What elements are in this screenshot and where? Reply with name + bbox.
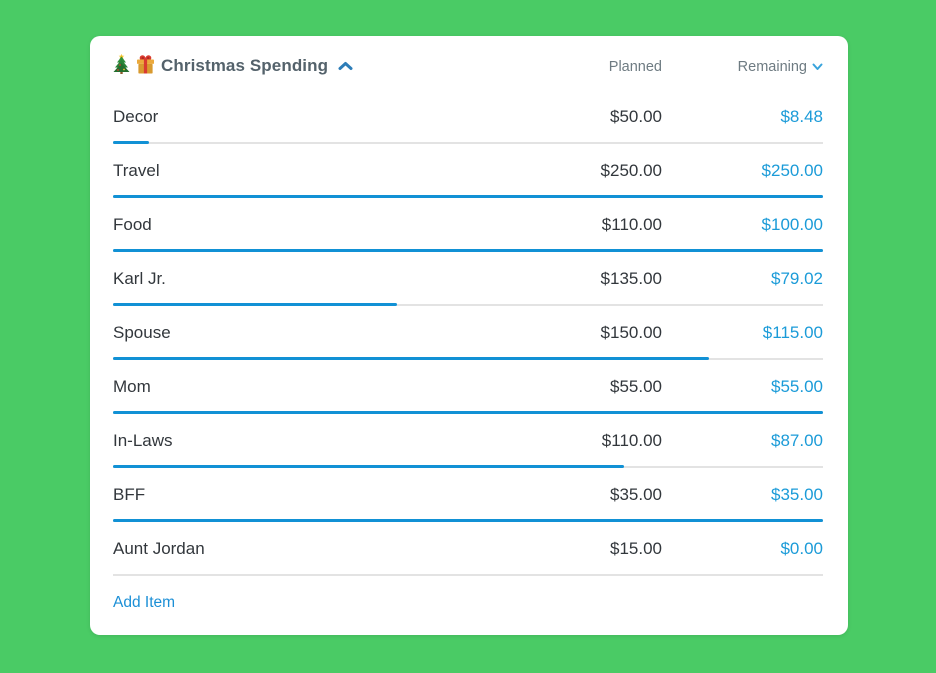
category-row[interactable]: Food $110.00 $100.00 bbox=[113, 199, 823, 253]
category-row[interactable]: Karl Jr. $135.00 $79.02 bbox=[113, 253, 823, 307]
category-name: Aunt Jordan bbox=[113, 538, 205, 558]
remaining-amount: $100.00 bbox=[761, 214, 823, 234]
category-row[interactable]: Decor $50.00 $8.48 bbox=[113, 91, 823, 145]
category-row[interactable]: Spouse $150.00 $115.00 bbox=[113, 307, 823, 361]
category-row[interactable]: BFF $35.00 $35.00 bbox=[113, 469, 823, 523]
category-name: Karl Jr. bbox=[113, 268, 166, 288]
category-row[interactable]: Travel $250.00 $250.00 bbox=[113, 145, 823, 199]
category-name: Travel bbox=[113, 160, 160, 180]
category-name: Mom bbox=[113, 376, 151, 396]
planned-amount: $35.00 bbox=[610, 484, 662, 504]
progress-bar-track bbox=[113, 304, 823, 306]
group-collapse-toggle[interactable]: Christmas Spending bbox=[113, 54, 353, 77]
remaining-amount: $115.00 bbox=[762, 322, 823, 342]
progress-bar-fill bbox=[113, 249, 823, 252]
remaining-column-label: Remaining bbox=[737, 58, 807, 75]
progress-bar bbox=[113, 573, 823, 576]
progress-bar bbox=[113, 411, 823, 414]
remaining-amount: $0.00 bbox=[780, 538, 823, 558]
progress-bar-fill bbox=[113, 357, 710, 360]
progress-bar-track bbox=[113, 142, 823, 144]
planned-amount: $110.00 bbox=[601, 430, 662, 450]
category-row[interactable]: Mom $55.00 $55.00 bbox=[113, 361, 823, 415]
planned-amount: $150.00 bbox=[600, 322, 662, 342]
planned-amount: $55.00 bbox=[610, 376, 662, 396]
planned-amount: $50.00 bbox=[610, 106, 662, 126]
add-item-button[interactable]: Add Item bbox=[113, 594, 176, 611]
progress-bar bbox=[113, 249, 823, 252]
remaining-amount: $87.00 bbox=[771, 430, 823, 450]
category-group-card: Christmas Spending Planned Remaining bbox=[90, 36, 848, 635]
remaining-amount: $55.00 bbox=[771, 376, 823, 396]
progress-bar-fill bbox=[113, 141, 149, 144]
category-rows: Decor $50.00 $8.48 Travel $250.00 $250.0… bbox=[113, 91, 823, 577]
category-name: BFF bbox=[113, 484, 146, 504]
progress-bar-fill bbox=[113, 411, 823, 414]
progress-bar-track bbox=[113, 574, 823, 576]
category-name: Spouse bbox=[113, 322, 171, 342]
group-title: Christmas Spending bbox=[161, 55, 329, 75]
gift-icon bbox=[136, 54, 155, 77]
remaining-amount: $8.48 bbox=[780, 106, 823, 126]
category-name: In-Laws bbox=[113, 430, 173, 450]
progress-bar bbox=[113, 465, 823, 468]
progress-bar bbox=[113, 519, 823, 522]
planned-amount: $110.00 bbox=[601, 214, 662, 234]
chevron-down-icon bbox=[812, 59, 823, 75]
progress-bar-fill bbox=[113, 195, 823, 198]
category-row[interactable]: Aunt Jordan $15.00 $0.00 bbox=[113, 523, 823, 577]
chevron-up-icon bbox=[338, 59, 353, 74]
remaining-amount: $35.00 bbox=[771, 484, 823, 504]
progress-bar bbox=[113, 303, 823, 306]
christmas-tree-icon bbox=[113, 54, 130, 77]
progress-bar-fill bbox=[113, 519, 823, 522]
category-name: Decor bbox=[113, 106, 159, 126]
category-group-header: Christmas Spending Planned Remaining bbox=[113, 36, 823, 91]
remaining-amount: $79.02 bbox=[771, 268, 823, 288]
planned-column-header: Planned bbox=[608, 58, 662, 75]
progress-bar bbox=[113, 357, 823, 360]
progress-bar-fill bbox=[113, 465, 625, 468]
progress-bar-fill bbox=[113, 303, 397, 306]
remaining-amount: $250.00 bbox=[761, 160, 823, 180]
remaining-column-header[interactable]: Remaining bbox=[738, 59, 823, 75]
planned-amount: $135.00 bbox=[600, 268, 662, 288]
group-footer: Add Item bbox=[113, 577, 823, 635]
progress-bar bbox=[113, 195, 823, 198]
progress-bar bbox=[113, 141, 823, 144]
category-name: Food bbox=[113, 214, 152, 234]
category-row[interactable]: In-Laws $110.00 $87.00 bbox=[113, 415, 823, 469]
planned-amount: $15.00 bbox=[610, 538, 662, 558]
planned-amount: $250.00 bbox=[600, 160, 662, 180]
